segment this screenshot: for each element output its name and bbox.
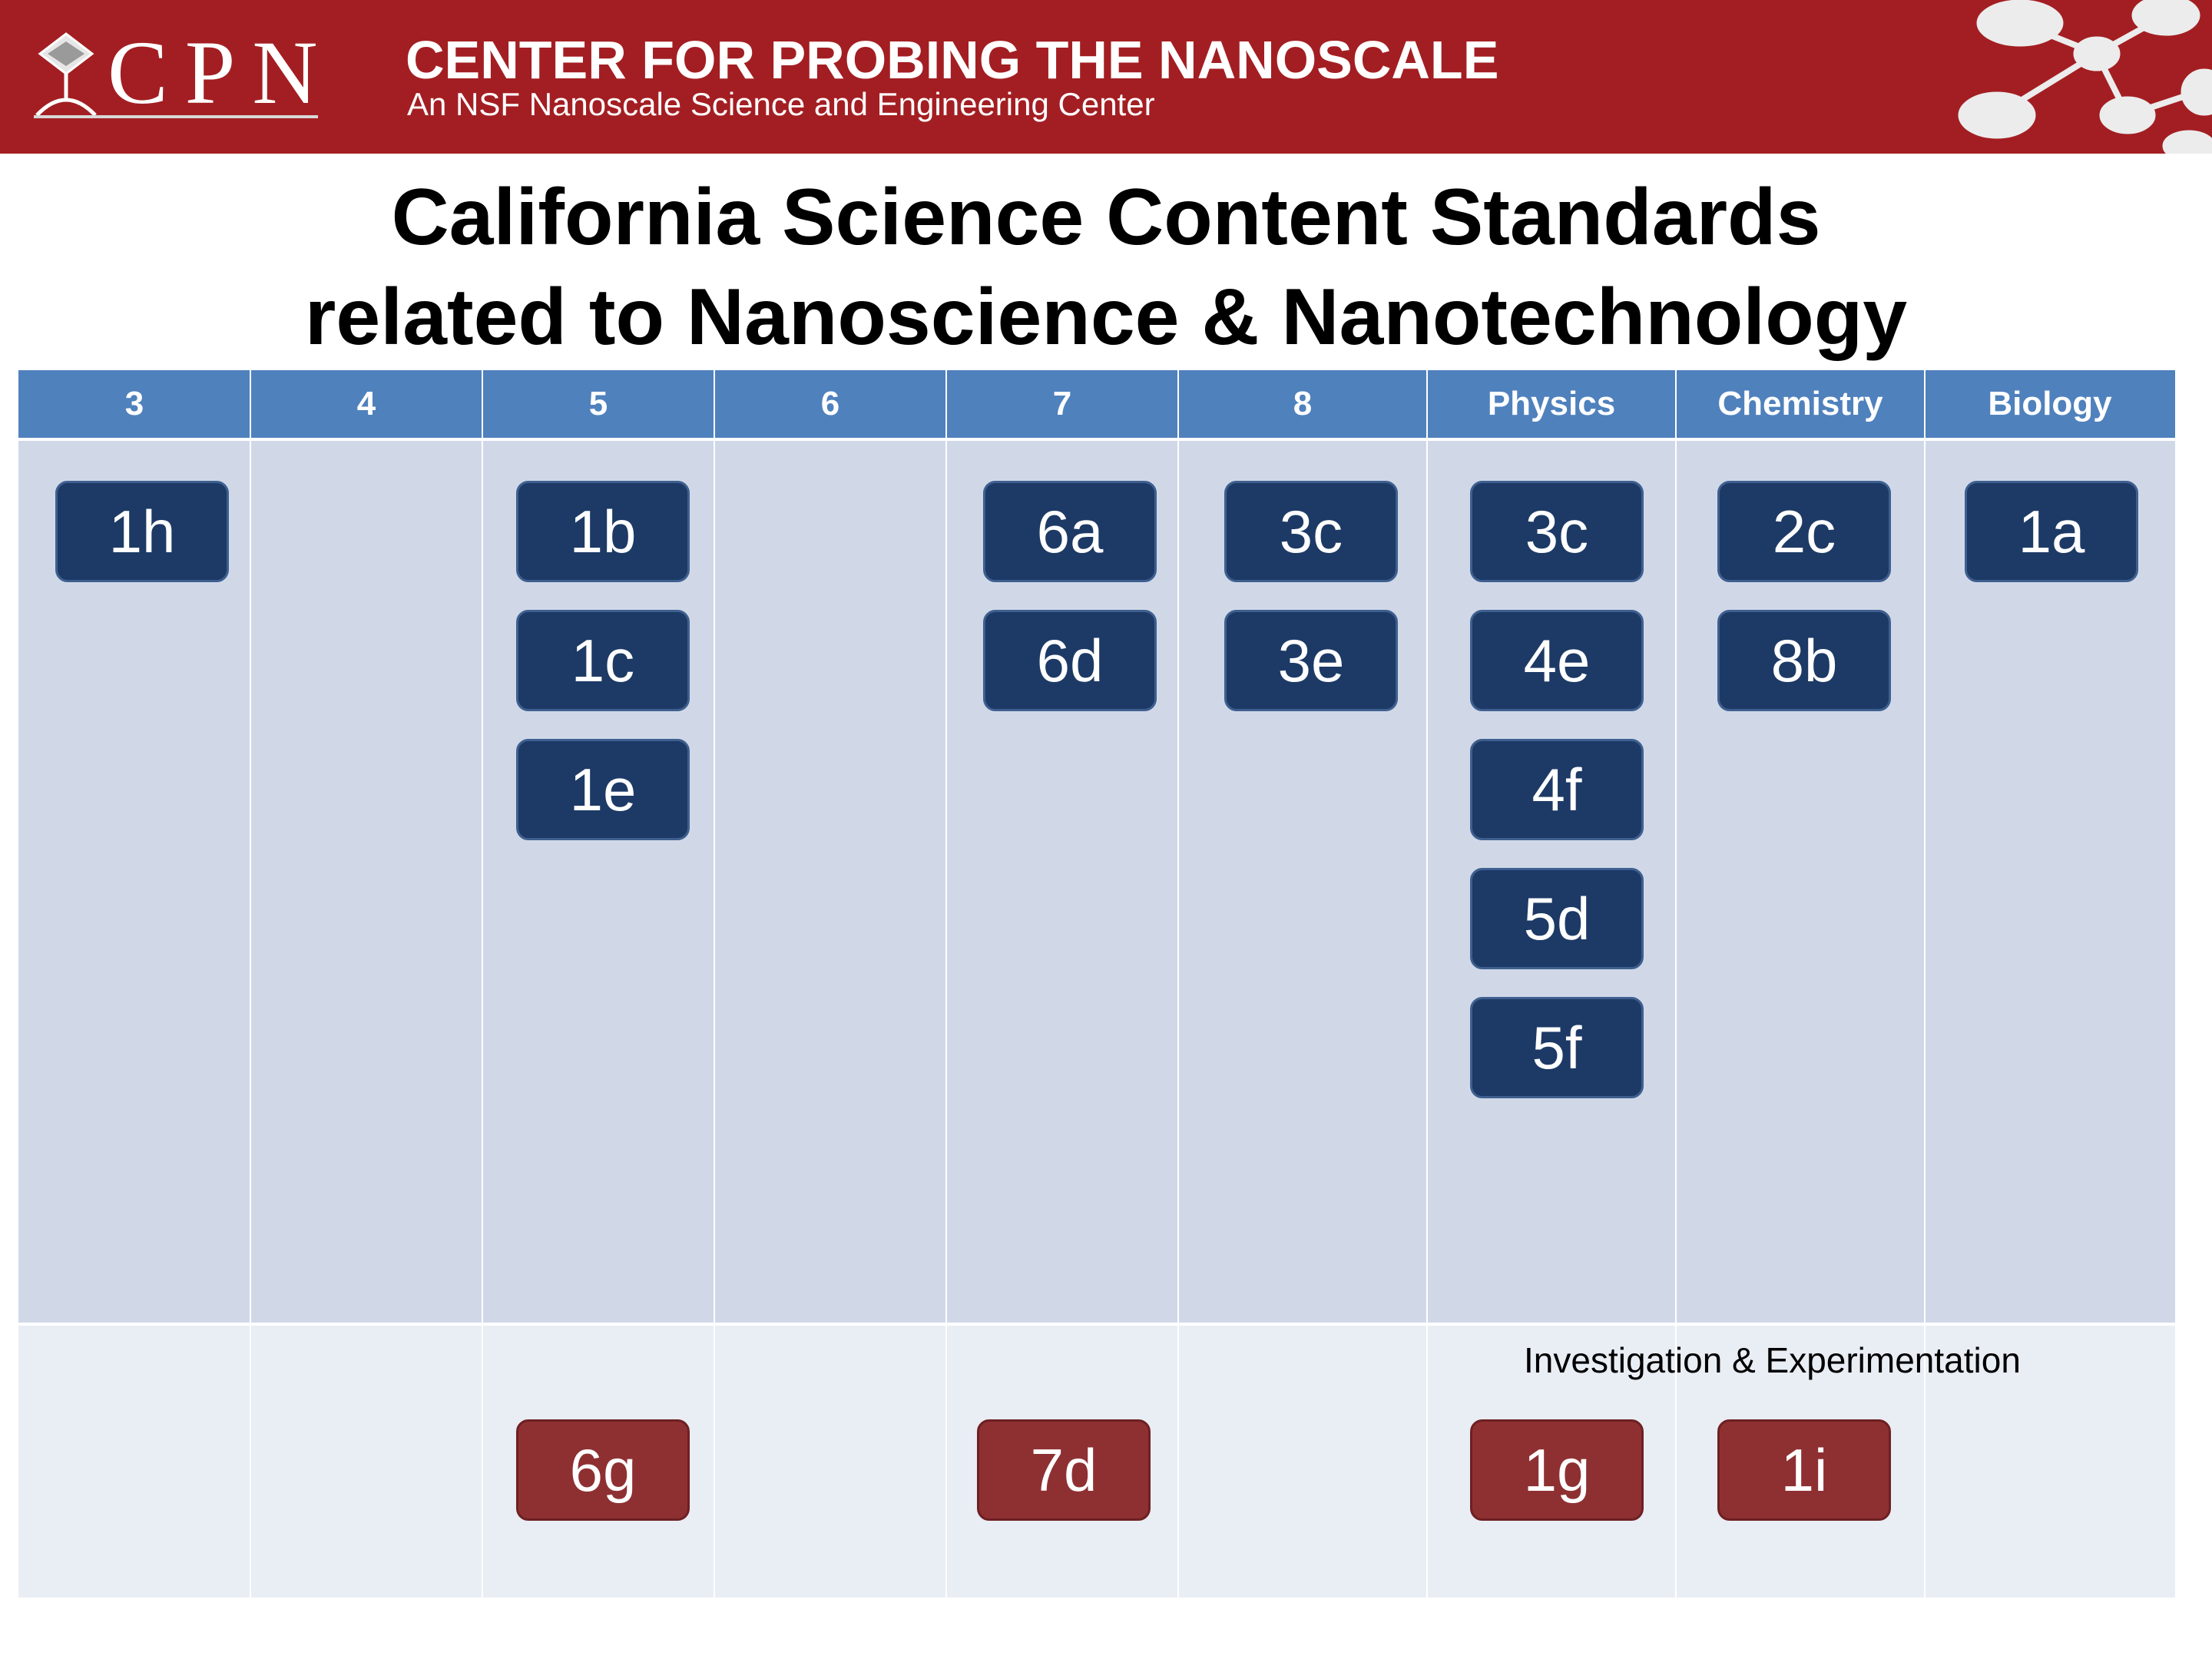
column-divider bbox=[250, 370, 251, 1598]
standard-chip-physics: 5f bbox=[1470, 997, 1644, 1098]
column-header-6: 6 bbox=[714, 370, 946, 441]
column-header-biology: Biology bbox=[1925, 370, 2175, 441]
standard-chip-grade5: 1e bbox=[516, 739, 690, 840]
standard-chip-grade5: 1c bbox=[516, 610, 690, 711]
standard-chip-physics: 4e bbox=[1470, 610, 1644, 711]
column-divider bbox=[1675, 370, 1677, 1598]
slide-title: California Science Content Standards rel… bbox=[0, 167, 2212, 367]
column-header-8: 8 bbox=[1178, 370, 1427, 441]
org-name: CENTER FOR PROBING THE NANOSCALE bbox=[406, 30, 1499, 90]
standard-chip-grade8: 3c bbox=[1224, 481, 1398, 582]
column-header-chemistry: Chemistry bbox=[1676, 370, 1925, 441]
standard-chip-grade3: 1h bbox=[55, 481, 229, 582]
column-header-5: 5 bbox=[482, 370, 714, 441]
logo-text: CPN bbox=[108, 22, 335, 123]
org-subtitle: An NSF Nanoscale Science and Engineering… bbox=[407, 86, 1155, 122]
column-divider bbox=[714, 370, 715, 1598]
standard-chip-grade7: 6a bbox=[983, 481, 1157, 582]
standard-chip-physics: 5d bbox=[1470, 868, 1644, 969]
standard-chip-chemistry: 8b bbox=[1717, 610, 1891, 711]
investigation-chip-chemistry: 1i bbox=[1717, 1419, 1891, 1521]
standard-chip-physics: 4f bbox=[1470, 739, 1644, 840]
column-header-7: 7 bbox=[946, 370, 1178, 441]
column-divider bbox=[945, 370, 947, 1598]
investigation-chip-grade5: 6g bbox=[516, 1419, 690, 1521]
standard-chip-biology: 1a bbox=[1965, 481, 2138, 582]
title-line-1: California Science Content Standards bbox=[391, 173, 1821, 262]
column-divider bbox=[482, 370, 483, 1598]
standard-chip-grade7: 6d bbox=[983, 610, 1157, 711]
header-banner: CPN CENTER FOR PROBING THE NANOSCALE An … bbox=[0, 0, 2212, 154]
content-standards-row bbox=[18, 441, 2175, 1323]
column-header-4: 4 bbox=[250, 370, 482, 441]
title-line-2: related to Nanoscience & Nanotechnology bbox=[304, 273, 1908, 362]
column-header-physics: Physics bbox=[1427, 370, 1676, 441]
standard-chip-grade5: 1b bbox=[516, 481, 690, 582]
cpn-logo-icon bbox=[35, 32, 97, 117]
column-divider bbox=[1426, 370, 1428, 1598]
column-divider bbox=[1924, 370, 1926, 1598]
standard-chip-grade8: 3e bbox=[1224, 610, 1398, 711]
column-divider bbox=[1177, 370, 1179, 1598]
investigation-chip-physics: 1g bbox=[1470, 1419, 1644, 1521]
standard-chip-chemistry: 2c bbox=[1717, 481, 1891, 582]
standard-chip-physics: 3c bbox=[1470, 481, 1644, 582]
molecule-decoration-icon bbox=[1958, 0, 2212, 154]
column-header-3: 3 bbox=[18, 370, 250, 441]
investigation-label: Investigation & Experimentation bbox=[1524, 1340, 2021, 1380]
logo-underline bbox=[34, 115, 318, 118]
investigation-chip-grade7: 7d bbox=[977, 1419, 1151, 1521]
standards-table: 3 4 5 6 7 8 Physics Chemistry Biology bbox=[18, 370, 2175, 1598]
